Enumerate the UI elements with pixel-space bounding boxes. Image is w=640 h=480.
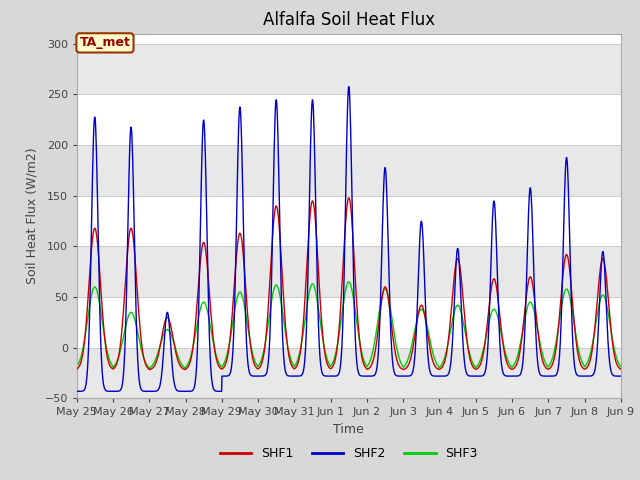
SHF1 [73, 366, 81, 372]
SHF2 [505, 373, 513, 379]
Line: SHF2: SHF2 [77, 87, 621, 391]
Bar [77, 246, 621, 297]
SHF1 [345, 195, 353, 201]
SHF1 [434, 366, 442, 372]
SHF3 [145, 365, 153, 371]
SHF2 [553, 371, 561, 376]
Bar [77, 348, 621, 398]
Legend: SHF1, SHF2, SHF3: SHF1, SHF2, SHF3 [214, 442, 483, 465]
SHF2 [255, 373, 263, 379]
SHF2 [73, 388, 81, 394]
SHF3 [255, 362, 263, 368]
SHF1 [181, 367, 189, 372]
SHF2 [195, 324, 202, 330]
SHF1 [195, 286, 202, 292]
SHF3 [73, 363, 81, 369]
SHF3 [617, 364, 625, 370]
Text: TA_met: TA_met [79, 36, 131, 49]
SHF3 [434, 363, 442, 369]
SHF2 [181, 388, 189, 394]
SHF1 [505, 364, 513, 370]
Y-axis label: Soil Heat Flux (W/m2): Soil Heat Flux (W/m2) [26, 148, 39, 284]
SHF3 [553, 334, 561, 340]
SHF1 [553, 339, 561, 345]
X-axis label: Time: Time [333, 423, 364, 436]
Bar [77, 145, 621, 196]
SHF3 [505, 360, 513, 366]
Line: SHF3: SHF3 [77, 282, 621, 368]
SHF1 [255, 365, 263, 371]
Title: Alfalfa Soil Heat Flux: Alfalfa Soil Heat Flux [263, 11, 435, 29]
Bar [77, 44, 621, 95]
Line: SHF1: SHF1 [77, 198, 621, 370]
SHF2 [345, 84, 353, 90]
SHF2 [145, 388, 153, 394]
SHF3 [181, 365, 189, 371]
SHF2 [617, 373, 625, 379]
SHF3 [345, 279, 353, 285]
SHF3 [195, 316, 202, 322]
SHF2 [434, 373, 442, 379]
SHF1 [617, 366, 625, 372]
SHF1 [145, 367, 153, 372]
